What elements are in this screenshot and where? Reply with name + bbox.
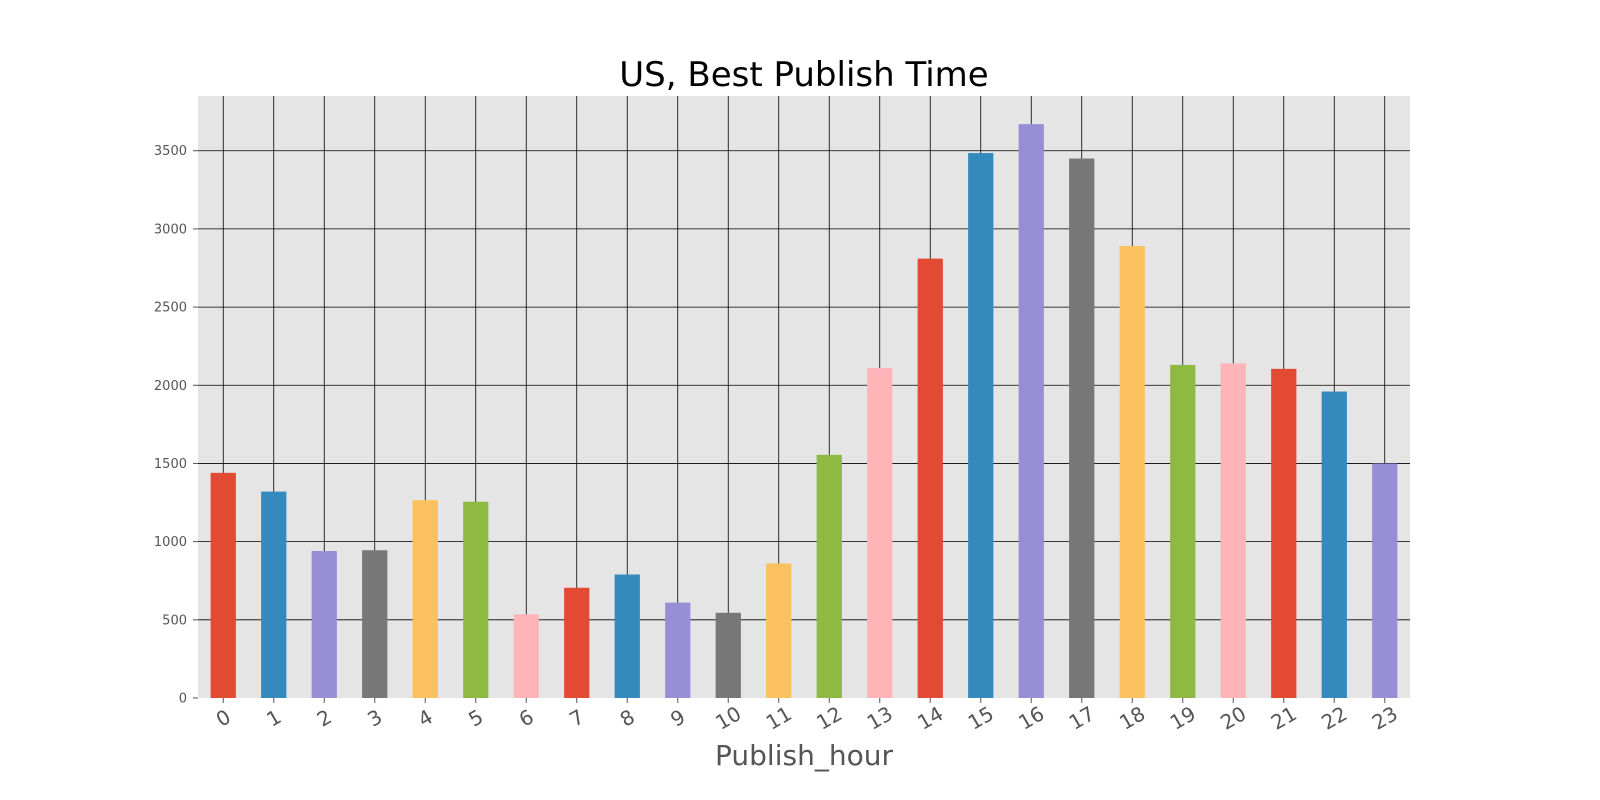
bar-hour-2 [311,551,337,698]
x-tick-label: 22 [1317,701,1351,735]
x-tick-label: 6 [515,704,538,731]
x-tick-label: 14 [913,701,947,735]
x-tick-label: 23 [1368,701,1402,735]
bar-hour-9 [665,602,691,698]
y-tick-label: 1500 [154,457,187,472]
bar-hour-6 [513,614,539,698]
bar-hour-1 [261,491,287,698]
bar-hour-23 [1372,463,1398,698]
bar-hour-17 [1069,158,1095,698]
x-tick-label: 20 [1216,701,1250,735]
bar-hour-0 [210,472,236,698]
bar-hour-18 [1119,246,1145,699]
y-tick-label: 3000 [154,222,187,237]
bar-hour-20 [1220,363,1246,698]
bar-hour-21 [1271,368,1297,698]
y-tick-label: 500 [162,613,187,628]
x-tick-label: 2 [313,704,336,731]
bar-hour-8 [614,574,640,698]
x-tick-label: 5 [464,704,487,731]
x-tick-label: 18 [1115,701,1149,735]
x-tick-label: 4 [414,704,437,731]
x-tick-label: 1 [262,704,285,731]
y-tick-label: 2500 [154,301,187,316]
chart-title: US, Best Publish Time [619,55,988,95]
bars [210,124,1398,699]
x-tick-label: 3 [363,704,386,731]
x-tick-label: 16 [1014,701,1048,735]
bar-hour-16 [1018,124,1044,699]
y-tick-label: 3500 [154,144,187,159]
y-tick-label: 2000 [154,379,187,394]
x-tick-label: 0 [212,704,235,731]
bar-hour-10 [715,612,741,698]
y-tick-label: 0 [179,692,187,707]
bar-hour-4 [412,500,438,698]
bar-hour-5 [463,501,489,698]
x-tick-label: 9 [666,704,689,731]
bar-hour-11 [766,563,792,698]
plot-area [198,96,1410,698]
x-axis-label: Publish_hour [715,739,893,772]
y-axis-ticks: 0 500 1000 1500 2000 2500 3000 3500 [154,144,198,707]
x-tick-label: 12 [812,701,846,735]
bar-hour-19 [1170,364,1196,698]
x-tick-label: 10 [711,701,745,735]
x-tick-label: 13 [863,701,897,735]
y-tick-label: 1000 [154,535,187,550]
x-tick-label: 19 [1166,701,1200,735]
x-tick-label: 7 [565,704,588,731]
bar-hour-13 [867,368,893,698]
bar-hour-12 [816,454,842,698]
x-tick-label: 21 [1267,701,1301,735]
x-tick-label: 8 [616,704,639,731]
bar-hour-3 [362,550,388,698]
x-tick-label: 17 [1065,701,1099,735]
bar-hour-7 [564,587,590,698]
x-axis-ticks: 0 1 2 3 4 5 6 7 8 9 10 11 12 13 14 15 16 17 18 19 20 21 22 23 [212,698,1402,735]
bar-hour-14 [917,258,943,698]
x-tick-label: 11 [762,701,796,735]
bar-hour-15 [968,153,994,698]
x-tick-label: 15 [964,701,998,735]
bar-hour-22 [1321,391,1347,698]
